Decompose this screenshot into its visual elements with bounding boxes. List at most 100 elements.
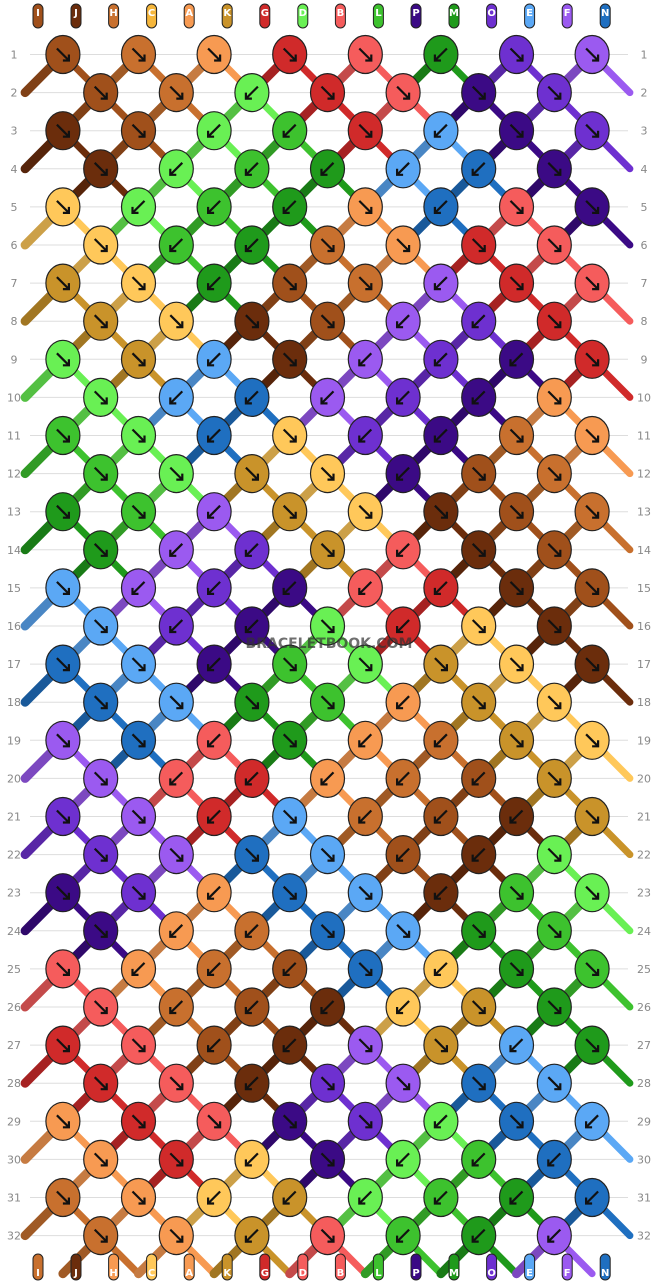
knot-arrow (245, 85, 259, 100)
knot-arrow-head (100, 930, 108, 938)
knot-arrow (245, 162, 259, 176)
knot-arrow-head (169, 245, 177, 253)
knot-arrow-head (169, 549, 177, 557)
bottom-string-label: C (148, 1268, 155, 1279)
knot-arrow (245, 619, 259, 633)
knot-arrow (358, 1114, 373, 1129)
knot-arrow-head (282, 130, 290, 138)
top-string-label: E (526, 8, 533, 19)
knot-arrow (434, 581, 448, 595)
top-string-tab (146, 3, 158, 29)
bottom-string-tab (486, 1253, 498, 1281)
knot-arrow-head (176, 702, 184, 710)
knot-arrow (547, 771, 562, 786)
knot-arrow-head (289, 1121, 297, 1129)
knot-arrow-head (592, 511, 600, 519)
bottom-string-tab (524, 1253, 536, 1281)
knot-arrow-head (358, 435, 366, 443)
knot-arrow-head (396, 397, 404, 405)
knot-arrow (509, 962, 524, 976)
knot-arrow (509, 809, 524, 824)
row-label-left: 11 (7, 430, 21, 443)
knot-arrow-head (358, 816, 366, 824)
row-label-right: 10 (637, 391, 651, 404)
knot-arrow-head (592, 435, 600, 443)
knot-arrow-head (403, 245, 411, 253)
knot-arrow-head (62, 968, 71, 977)
knot-arrow-head (516, 435, 524, 443)
knot-arrow (282, 733, 297, 748)
bottom-string-label: H (109, 1268, 117, 1279)
knot-arrow (245, 238, 259, 252)
knot-arrow (93, 314, 108, 328)
knot-arrow (93, 1228, 108, 1243)
knot-arrow (585, 504, 599, 519)
top-string-tab (524, 3, 536, 29)
knot-arrow (471, 162, 486, 176)
knot-arrow-head (516, 283, 524, 291)
knot-arrow-head (207, 206, 215, 214)
knot-arrow-head (138, 511, 146, 519)
knot-arrow-head (592, 740, 600, 748)
knot-arrow-head (207, 1197, 215, 1205)
knot-arrow (471, 695, 486, 709)
knot-arrow (396, 390, 410, 405)
knot-arrow (358, 1038, 373, 1052)
knot-arrow-head (554, 168, 562, 176)
row-label-left: 20 (7, 772, 21, 785)
knot-arrow-head (327, 1083, 335, 1091)
knot-arrow (547, 1000, 562, 1014)
knot-arrow-head (478, 549, 486, 557)
knot-arrow (434, 885, 448, 900)
top-string-tab (599, 3, 611, 29)
knot-arrow (207, 123, 221, 138)
knot-arrow (131, 1114, 146, 1129)
row-label-right: 27 (637, 1039, 651, 1052)
knot-arrow (282, 1114, 297, 1129)
knot-arrow-head (471, 1235, 479, 1243)
knot-arrow-head (131, 587, 139, 596)
knot-arrow (434, 200, 448, 214)
knot-arrow-head (592, 206, 600, 214)
knot-arrow (509, 200, 524, 214)
knot-arrow (471, 85, 486, 100)
knot-arrow (320, 85, 335, 100)
knot-arrow (282, 123, 297, 138)
knot-arrow-head (62, 206, 71, 214)
knot-arrow (282, 47, 297, 62)
row-label-left: 6 (11, 239, 18, 252)
knot-arrow-head (138, 359, 146, 367)
bottom-string-label: J (73, 1268, 78, 1279)
knot-arrow (245, 390, 259, 405)
knot-arrow (169, 1076, 184, 1090)
knot-arrow (585, 352, 599, 367)
knot-arrow (358, 352, 373, 367)
knot-arrow (320, 1000, 335, 1014)
knot-arrow-head (176, 1235, 184, 1243)
knot-arrow (434, 47, 448, 62)
knot-arrow-head (289, 740, 297, 748)
knot-arrow (585, 123, 599, 138)
knot-arrow (434, 962, 448, 976)
knot-arrow (93, 1000, 108, 1014)
knot-arrow-head (62, 892, 71, 900)
knot-arrow (509, 657, 524, 671)
bottom-string-tab (297, 1253, 309, 1281)
knot-arrow (547, 466, 562, 481)
knot-arrow-head (478, 1007, 486, 1015)
knot-arrow-head (62, 664, 71, 672)
top-string-label: L (375, 8, 382, 19)
knot-arrow (131, 47, 146, 62)
row-label-left: 3 (11, 125, 18, 138)
knot-arrow-head (100, 245, 108, 253)
knot-arrow-head (554, 1007, 562, 1015)
knot-arrow (169, 85, 184, 100)
knot-arrow (471, 771, 486, 786)
row-label-left: 18 (7, 696, 21, 709)
knot-arrow (320, 390, 335, 405)
row-label-right: 12 (637, 468, 651, 481)
knot-arrow (585, 200, 599, 214)
knot-arrow (547, 1228, 562, 1243)
knot-arrow-head (100, 702, 108, 710)
knot-arrow (93, 1076, 108, 1090)
